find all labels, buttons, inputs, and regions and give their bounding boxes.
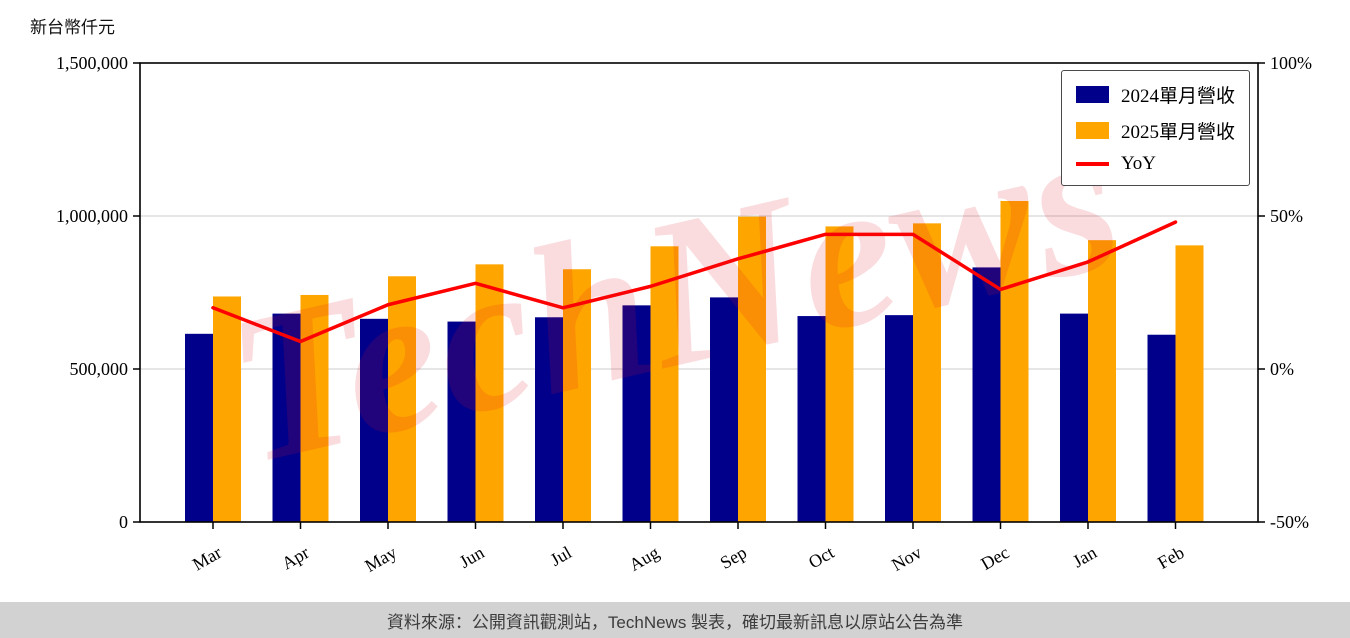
legend-label-2025: 2025單月營收 (1120, 122, 1235, 143)
bar-2025-Mar (213, 296, 241, 522)
x-axis-tick-label: Jan (1069, 542, 1100, 571)
bar-2024-Feb (1147, 334, 1176, 522)
bar-2025-Jun (475, 264, 504, 522)
bar-2024-Nov (885, 315, 913, 522)
bar-2024-Jun (447, 321, 476, 522)
plot-border (139, 62, 1259, 523)
left-axis-tick-label: 0 (119, 512, 128, 532)
x-axis-tick-label: Apr (278, 542, 312, 573)
bar-2024-Oct (797, 316, 826, 522)
x-axis-tick-label: Feb (1154, 542, 1187, 573)
bar-2025-Sep (738, 216, 766, 522)
bar-2025-Jul (563, 269, 591, 522)
legend-item-yoy: YoY (1075, 153, 1235, 175)
bar-2024-Jan (1060, 313, 1088, 522)
bar-2025-Oct (825, 226, 854, 523)
x-axis-tick-label: May (361, 542, 400, 576)
right-axis-tick-label: 0% (1270, 359, 1294, 379)
source-footer: 資料來源：公開資訊觀測站，TechNews 製表，確切最新訊息以原站公告為準 (0, 602, 1350, 638)
yoy-line (211, 220, 1178, 344)
bar-2024-Aug (622, 305, 651, 522)
x-axis-tick-label: Jun (456, 542, 488, 572)
right-axis-tick-label: 100% (1270, 53, 1312, 73)
x-axis-tick-label: Mar (189, 542, 225, 574)
bar-2025-Jan (1088, 240, 1116, 522)
legend-swatch-2025 (1075, 122, 1109, 139)
left-axis-tick-label: 500,000 (70, 359, 129, 379)
x-axis-tick-label: Sep (717, 542, 750, 573)
right-axis-tick-label: -50% (1270, 512, 1309, 532)
legend-swatch-2024 (1075, 86, 1109, 103)
x-axis-tick-label: Nov (888, 542, 925, 575)
bar-2025-May (388, 276, 416, 522)
legend-label-yoy: YoY (1120, 153, 1157, 174)
bar-2025-Apr (300, 294, 329, 522)
x-axis-tick-label: Aug (626, 542, 663, 575)
bar-2024-Apr (272, 313, 301, 522)
bar-2025-Dec (1000, 201, 1029, 523)
left-axis-tick-label: 1,000,000 (56, 206, 128, 226)
legend-swatch-yoy-line (1075, 162, 1109, 166)
left-axis-tick-label: 1,500,000 (56, 53, 128, 73)
chart-legend: 2024單月營收 2025單月營收 YoY (1060, 70, 1250, 186)
x-axis-tick-label: Oct (805, 542, 838, 572)
bar-2025-Nov (913, 223, 941, 522)
legend-item-2024: 2024單月營收 (1075, 81, 1235, 108)
bar-2025-Aug (650, 246, 679, 522)
legend-item-2025: 2025單月營收 (1075, 117, 1235, 144)
legend-label-2024: 2024單月營收 (1120, 86, 1235, 107)
bar-2024-Dec (972, 267, 1001, 522)
bar-2024-Jul (535, 317, 563, 522)
right-axis-tick-label: 50% (1270, 206, 1303, 226)
x-axis-tick-label: Jul (547, 542, 575, 570)
y-axis-unit-label: 新台幣仟元 (30, 18, 115, 37)
bar-2024-Sep (710, 297, 738, 522)
bar-2024-Mar (185, 333, 213, 522)
bar-2025-Feb (1175, 245, 1204, 522)
monthly-revenue-chart: 0 500,000 1,000,000 1,500,000 -50% 0% 50% 100% M… (56, 53, 1312, 576)
x-axis-tick-label: Dec (977, 542, 1012, 574)
bar-2024-May (360, 318, 388, 522)
